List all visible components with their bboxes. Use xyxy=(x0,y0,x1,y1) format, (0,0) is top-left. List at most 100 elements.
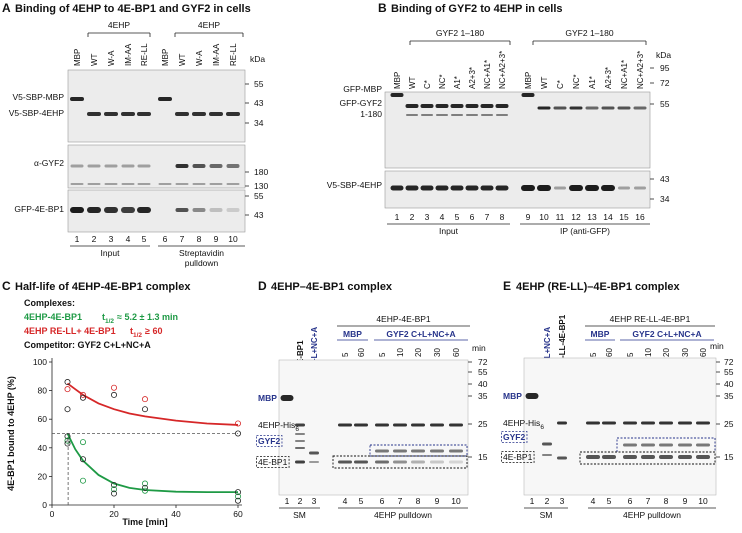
data-point xyxy=(80,477,87,484)
lane-number: 10 xyxy=(698,496,708,506)
band xyxy=(586,421,600,425)
panel-title: Half-life of 4EHP-4E-BP1 complex xyxy=(15,281,191,293)
data-point xyxy=(80,439,87,446)
band xyxy=(104,112,118,116)
data-point xyxy=(234,430,241,437)
lane-label: MBP xyxy=(393,72,402,89)
band xyxy=(104,183,118,185)
band xyxy=(192,112,206,116)
gel xyxy=(278,359,469,496)
band xyxy=(104,207,118,213)
marker-label: 55 xyxy=(660,99,670,109)
band xyxy=(623,421,637,425)
band xyxy=(393,460,407,464)
half-life-sub: 1/2 xyxy=(105,318,114,325)
lane-number: 1 xyxy=(285,496,290,506)
band xyxy=(226,208,240,212)
y-tick-label: 80 xyxy=(38,386,48,396)
time-label: 60 xyxy=(605,348,614,357)
group-label: pulldown xyxy=(185,258,219,268)
half-life-symbol: t xyxy=(102,312,105,322)
band xyxy=(435,185,449,191)
lane-number: 7 xyxy=(485,212,490,222)
lane-number: 6 xyxy=(380,496,385,506)
band xyxy=(557,421,567,425)
band xyxy=(295,440,305,442)
band xyxy=(436,114,448,116)
band xyxy=(295,447,305,449)
x-tick-label: 20 xyxy=(109,509,119,519)
lane-number: 8 xyxy=(416,496,421,506)
lane-number: 5 xyxy=(607,496,612,506)
legend-entry: 4EHP-4E-BP1 xyxy=(24,312,82,322)
band xyxy=(175,164,189,168)
row-label: GYF2 xyxy=(503,432,525,442)
time-label: 5 xyxy=(378,352,387,357)
marker-label: 95 xyxy=(660,63,670,73)
lane-number: 9 xyxy=(526,212,531,222)
row-label: GFP-4E-BP1 xyxy=(14,204,64,214)
lane-number: 10 xyxy=(451,496,461,506)
lane-number: 8 xyxy=(664,496,669,506)
time-label: 5 xyxy=(626,352,635,357)
row-label-text: 4E-BP1 xyxy=(258,457,288,467)
band xyxy=(405,185,419,191)
data-point xyxy=(141,484,148,491)
lane-number: 4 xyxy=(343,496,348,506)
row-label: V5-SBP-MBP xyxy=(13,92,65,102)
row-label-text: 4EHP-His xyxy=(258,420,295,430)
row-label-sub: 6 xyxy=(295,426,299,433)
lane-number: 12 xyxy=(571,212,581,222)
row-label-text: 4EHP-His xyxy=(503,418,540,428)
data-point xyxy=(111,481,118,488)
row-label-text: MBP xyxy=(258,393,277,403)
row-label: 4E-BP1 xyxy=(258,457,288,467)
time-unit: min xyxy=(472,343,486,353)
band xyxy=(226,112,240,116)
band xyxy=(175,208,189,212)
band xyxy=(585,106,599,110)
band xyxy=(449,423,463,427)
band xyxy=(480,185,494,191)
blot xyxy=(67,69,246,143)
lane-number: 3 xyxy=(560,496,565,506)
band xyxy=(209,164,223,168)
lane-label: NC+A2+3* xyxy=(636,51,645,89)
band xyxy=(449,460,463,464)
lane-label: GYF2 C+L+NC+A xyxy=(310,327,319,392)
group-header: 4EHP xyxy=(198,20,221,30)
dashed-box xyxy=(332,455,468,469)
band xyxy=(618,186,630,190)
marker-label: 40 xyxy=(724,379,734,389)
band xyxy=(557,456,567,460)
band xyxy=(405,104,419,108)
marker-label: 35 xyxy=(724,391,734,401)
row-label: V5-SBP-4EHP xyxy=(9,108,65,118)
lane-number: 8 xyxy=(500,212,505,222)
time-label: 20 xyxy=(414,348,423,357)
data-point xyxy=(64,379,71,386)
time-unit: min xyxy=(710,341,724,351)
band xyxy=(175,183,189,185)
lane-number: 1 xyxy=(395,212,400,222)
band xyxy=(390,185,404,191)
row-label: 4E-BP1 xyxy=(503,452,533,462)
marker-label: 55 xyxy=(724,367,734,377)
row-label: GFP-GYF2 xyxy=(339,98,382,108)
row-label: GFP-MBP xyxy=(343,84,382,94)
band xyxy=(209,208,223,212)
group-label: SM xyxy=(540,510,553,520)
blot xyxy=(67,189,246,233)
band xyxy=(659,421,673,425)
lane-number: 16 xyxy=(635,212,645,222)
band xyxy=(678,443,692,447)
band xyxy=(480,104,494,108)
row-label: MBP xyxy=(258,393,277,403)
band xyxy=(70,164,84,168)
band xyxy=(354,423,368,427)
data-point xyxy=(64,437,71,444)
band xyxy=(641,443,655,447)
lane-label: NC+A2+3* xyxy=(498,51,507,89)
band xyxy=(393,449,407,453)
